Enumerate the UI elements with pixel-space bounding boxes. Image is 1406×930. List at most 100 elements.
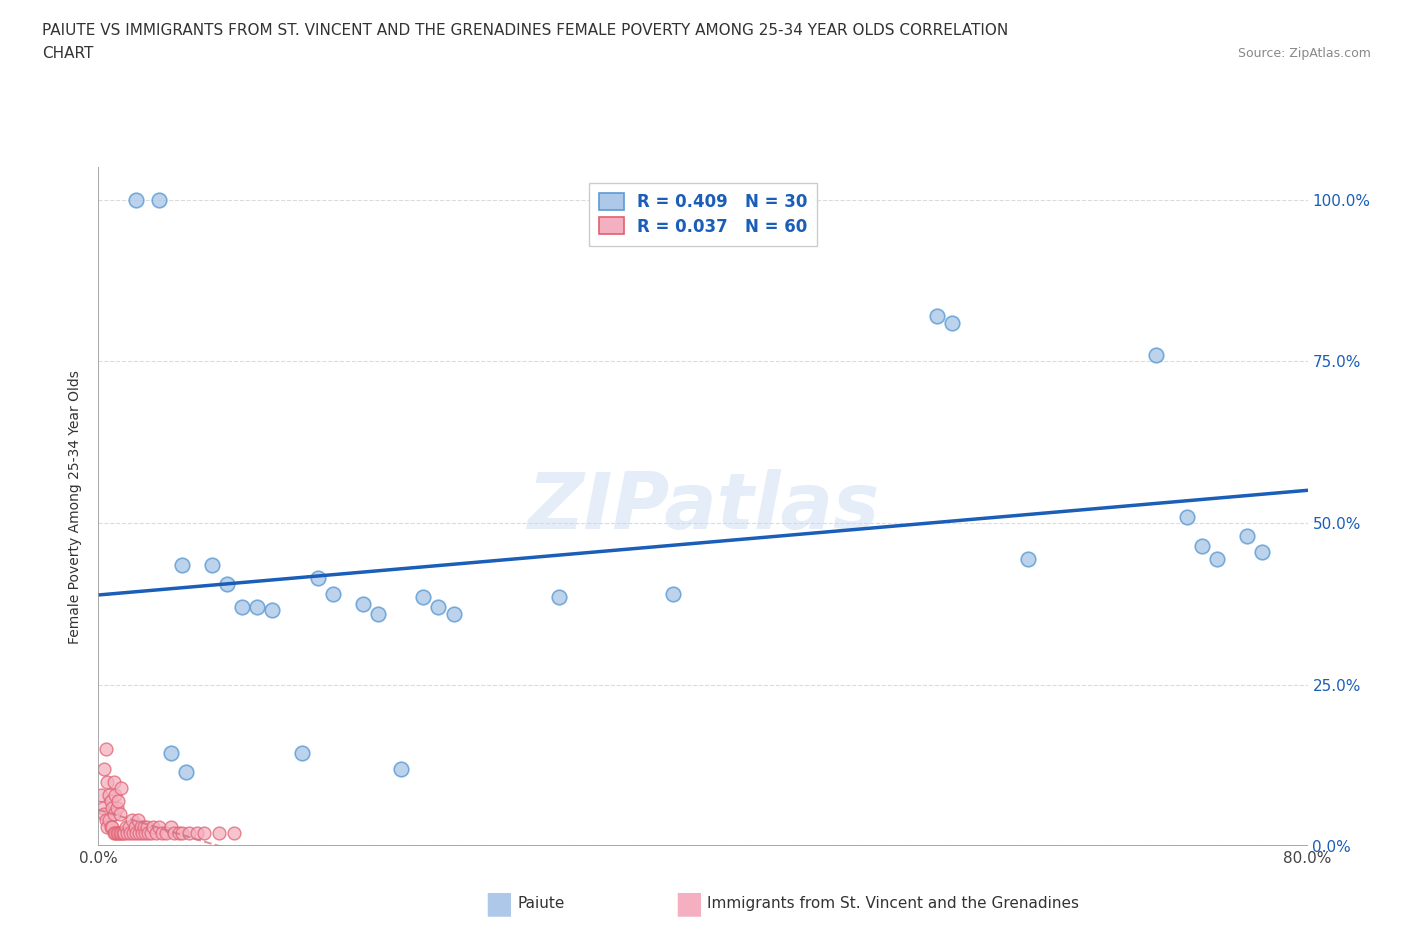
Point xyxy=(174,764,197,779)
Point xyxy=(427,600,450,615)
Point xyxy=(412,590,434,604)
Point xyxy=(134,826,156,841)
Point xyxy=(352,596,374,611)
Point xyxy=(115,826,138,841)
Point xyxy=(160,745,183,760)
Point xyxy=(155,826,177,841)
Point xyxy=(98,813,121,828)
Point xyxy=(927,309,949,324)
Point xyxy=(148,193,170,207)
Point xyxy=(100,819,122,834)
Point xyxy=(136,826,159,841)
Point xyxy=(93,806,115,821)
Y-axis label: Female Poverty Among 25-34 Year Olds: Female Poverty Among 25-34 Year Olds xyxy=(69,370,83,644)
Point xyxy=(121,813,143,828)
Point xyxy=(167,826,190,841)
Point xyxy=(107,793,129,808)
Text: Source: ZipAtlas.com: Source: ZipAtlas.com xyxy=(1237,46,1371,60)
Point xyxy=(131,826,153,841)
Point xyxy=(1191,538,1213,553)
Point xyxy=(104,826,127,841)
Point xyxy=(105,826,128,841)
Point xyxy=(193,826,215,841)
Point xyxy=(179,826,201,841)
Text: ■: ■ xyxy=(675,889,703,919)
Text: Paiute: Paiute xyxy=(517,897,565,911)
Text: ZIPatlas: ZIPatlas xyxy=(527,469,879,545)
Point xyxy=(1175,509,1198,524)
Text: PAIUTE VS IMMIGRANTS FROM ST. VINCENT AND THE GRENADINES FEMALE POVERTY AMONG 25: PAIUTE VS IMMIGRANTS FROM ST. VINCENT AN… xyxy=(42,23,1008,38)
Point xyxy=(129,819,152,834)
Point xyxy=(96,774,118,789)
Point xyxy=(215,577,238,591)
Text: ■: ■ xyxy=(485,889,513,919)
Point xyxy=(548,590,571,604)
Point xyxy=(160,819,183,834)
Point xyxy=(148,819,170,834)
Point xyxy=(208,826,231,841)
Point xyxy=(322,587,344,602)
Point xyxy=(111,826,134,841)
Point xyxy=(103,774,125,789)
Point xyxy=(367,606,389,621)
Point xyxy=(122,826,145,841)
Point xyxy=(107,826,129,841)
Point xyxy=(1236,528,1258,543)
Point xyxy=(163,826,186,841)
Point xyxy=(93,762,115,777)
Point xyxy=(389,762,412,777)
Point xyxy=(145,826,167,841)
Point xyxy=(170,558,193,573)
Point xyxy=(103,826,125,841)
Point xyxy=(118,819,141,834)
Point xyxy=(91,800,114,815)
Point xyxy=(98,787,121,802)
Point xyxy=(186,826,208,841)
Point xyxy=(100,793,122,808)
Point xyxy=(142,819,165,834)
Point xyxy=(94,742,117,757)
Point xyxy=(110,826,132,841)
Point xyxy=(120,826,142,841)
Point xyxy=(231,600,253,615)
Point xyxy=(90,787,112,802)
Point xyxy=(224,826,246,841)
Legend: R = 0.409   N = 30, R = 0.037   N = 60: R = 0.409 N = 30, R = 0.037 N = 60 xyxy=(589,182,817,246)
Point xyxy=(125,826,148,841)
Point xyxy=(125,193,148,207)
Point xyxy=(141,826,163,841)
Point xyxy=(108,806,131,821)
Point xyxy=(201,558,224,573)
Point xyxy=(941,315,963,330)
Point xyxy=(114,819,136,834)
Point xyxy=(127,813,149,828)
Point xyxy=(132,819,155,834)
Point xyxy=(124,819,146,834)
Point xyxy=(110,780,132,795)
Text: CHART: CHART xyxy=(42,46,94,61)
Point xyxy=(94,813,117,828)
Point xyxy=(128,826,150,841)
Text: Immigrants from St. Vincent and the Grenadines: Immigrants from St. Vincent and the Gren… xyxy=(707,897,1080,911)
Point xyxy=(1017,551,1039,566)
Point xyxy=(104,787,127,802)
Point xyxy=(108,826,131,841)
Point xyxy=(246,600,269,615)
Point xyxy=(1251,545,1274,560)
Point xyxy=(170,826,193,841)
Point xyxy=(105,800,128,815)
Point xyxy=(103,806,125,821)
Point xyxy=(662,587,685,602)
Point xyxy=(150,826,173,841)
Point xyxy=(96,819,118,834)
Point xyxy=(112,826,135,841)
Point xyxy=(291,745,314,760)
Point xyxy=(1144,348,1167,363)
Point xyxy=(135,819,157,834)
Point xyxy=(443,606,465,621)
Point xyxy=(1206,551,1229,566)
Point xyxy=(101,819,124,834)
Point xyxy=(101,800,124,815)
Point xyxy=(262,603,284,618)
Point xyxy=(307,570,329,585)
